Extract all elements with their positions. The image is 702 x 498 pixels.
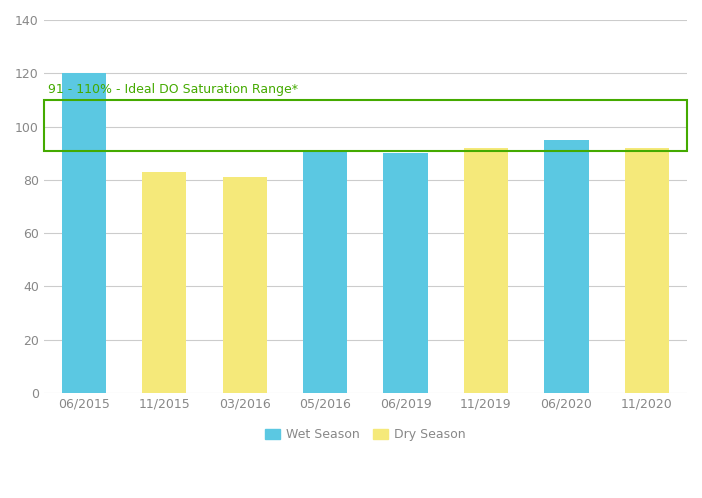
- Legend: Wet Season, Dry Season: Wet Season, Dry Season: [260, 423, 470, 447]
- Bar: [544, 140, 588, 393]
- Bar: [143, 172, 187, 393]
- Bar: [303, 150, 347, 393]
- Bar: [44, 100, 687, 150]
- Bar: [383, 153, 428, 393]
- Bar: [62, 73, 106, 393]
- Bar: [464, 148, 508, 393]
- Bar: [223, 177, 267, 393]
- Bar: [625, 148, 669, 393]
- Text: 91 - 110% - Ideal DO Saturation Range*: 91 - 110% - Ideal DO Saturation Range*: [48, 83, 298, 96]
